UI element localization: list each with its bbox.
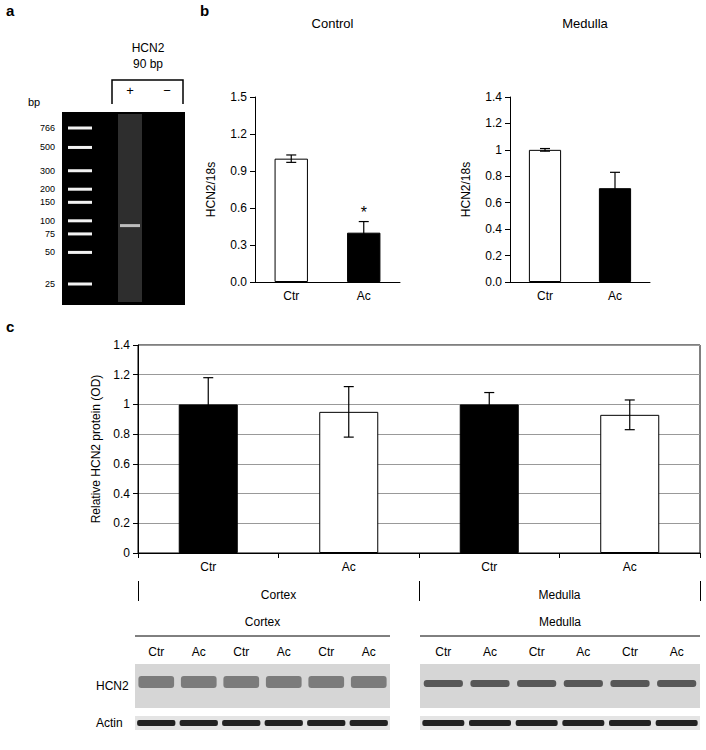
svg-text:25: 25: [45, 279, 55, 289]
svg-text:a: a: [6, 2, 15, 19]
svg-text:Ctr: Ctr: [283, 289, 299, 303]
svg-text:0.6: 0.6: [230, 201, 247, 215]
svg-text:300: 300: [40, 166, 55, 176]
svg-text:HCN2: HCN2: [132, 41, 165, 55]
svg-text:766: 766: [40, 123, 55, 133]
svg-text:HCN2: HCN2: [96, 679, 129, 693]
svg-text:75: 75: [45, 229, 55, 239]
svg-text:500: 500: [40, 142, 55, 152]
svg-text:Control: Control: [312, 16, 354, 31]
svg-text:Medulla: Medulla: [539, 615, 581, 629]
svg-text:1.5: 1.5: [230, 90, 247, 104]
svg-text:100: 100: [40, 216, 55, 226]
svg-text:Ac: Ac: [576, 645, 590, 659]
svg-text:Cortex: Cortex: [261, 588, 296, 602]
svg-text:Ctr: Ctr: [622, 645, 638, 659]
svg-text:Ctr: Ctr: [318, 645, 334, 659]
svg-text:Ac: Ac: [623, 560, 637, 574]
svg-text:Actin: Actin: [96, 716, 123, 730]
svg-text:Ctr: Ctr: [148, 645, 164, 659]
svg-text:200: 200: [40, 184, 55, 194]
svg-text:1.4: 1.4: [113, 338, 130, 352]
svg-text:Ac: Ac: [670, 645, 684, 659]
svg-text:Relative HCN2 protein (OD): Relative HCN2 protein (OD): [89, 375, 103, 524]
svg-text:+: +: [126, 83, 134, 98]
svg-text:Medulla: Medulla: [538, 588, 580, 602]
svg-text:0.0: 0.0: [485, 275, 502, 289]
svg-text:0.2: 0.2: [113, 516, 130, 530]
svg-text:1.2: 1.2: [485, 116, 502, 130]
svg-text:0.8: 0.8: [485, 169, 502, 183]
svg-text:Ctr: Ctr: [233, 645, 249, 659]
svg-text:Ac: Ac: [277, 645, 291, 659]
svg-text:1.2: 1.2: [113, 368, 130, 382]
svg-text:Ac: Ac: [483, 645, 497, 659]
svg-text:HCN2/18s: HCN2/18s: [204, 162, 218, 217]
svg-text:Ac: Ac: [362, 645, 376, 659]
svg-text:0.0: 0.0: [230, 275, 247, 289]
svg-text:Ac: Ac: [357, 289, 371, 303]
svg-text:Ac: Ac: [608, 289, 622, 303]
svg-text:50: 50: [45, 247, 55, 257]
svg-text:0.4: 0.4: [485, 222, 502, 236]
svg-text:bp: bp: [28, 96, 40, 108]
svg-text:1: 1: [495, 143, 502, 157]
svg-text:0.9: 0.9: [230, 164, 247, 178]
svg-text:0: 0: [123, 546, 130, 560]
svg-text:0.6: 0.6: [113, 457, 130, 471]
svg-text:Ctr: Ctr: [481, 560, 497, 574]
svg-text:Ac: Ac: [342, 560, 356, 574]
svg-text:c: c: [6, 318, 14, 335]
svg-text:0.2: 0.2: [485, 249, 502, 263]
svg-text:Ctr: Ctr: [200, 560, 216, 574]
svg-text:0.6: 0.6: [485, 196, 502, 210]
svg-text:Ctr: Ctr: [537, 289, 553, 303]
svg-text:−: −: [163, 83, 171, 98]
svg-text:HCN2/18s: HCN2/18s: [459, 162, 473, 217]
svg-text:b: b: [200, 2, 209, 19]
svg-text:1.4: 1.4: [485, 90, 502, 104]
svg-text:Ac: Ac: [192, 645, 206, 659]
svg-text:0.8: 0.8: [113, 427, 130, 441]
svg-text:0.3: 0.3: [230, 238, 247, 252]
svg-text:Ctr: Ctr: [435, 645, 451, 659]
svg-text:*: *: [361, 204, 367, 221]
svg-text:Ctr: Ctr: [529, 645, 545, 659]
svg-text:90 bp: 90 bp: [133, 57, 163, 71]
svg-text:Cortex: Cortex: [245, 615, 280, 629]
svg-text:0.4: 0.4: [113, 487, 130, 501]
svg-text:1.2: 1.2: [230, 127, 247, 141]
svg-text:1: 1: [123, 397, 130, 411]
svg-text:Medulla: Medulla: [562, 16, 608, 31]
svg-text:150: 150: [40, 197, 55, 207]
